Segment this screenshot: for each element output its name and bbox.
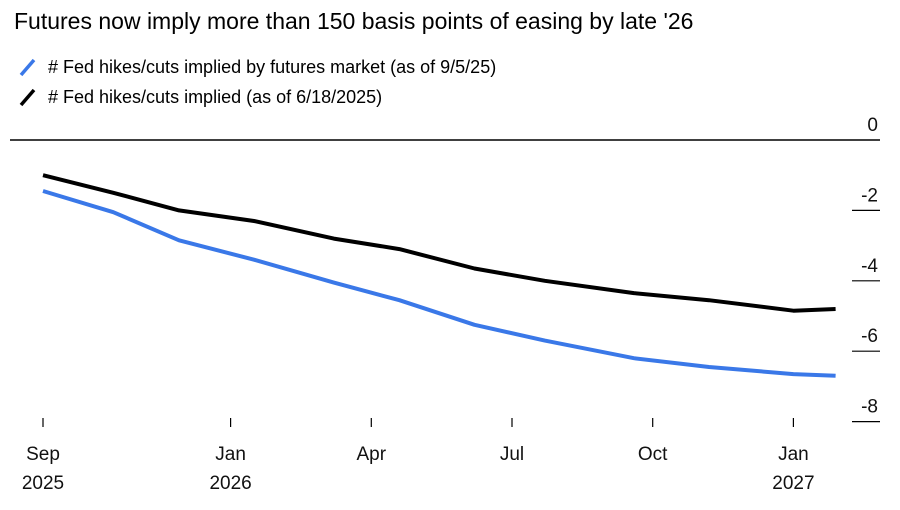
legend-item-futures: # Fed hikes/cuts implied by futures mark… — [18, 52, 496, 82]
y-tick-label: -8 — [861, 397, 878, 418]
x-tick-sublabel: 2025 — [22, 473, 64, 494]
series-line-june — [42, 173, 836, 313]
y-tick-label: 0 — [867, 115, 878, 136]
legend: # Fed hikes/cuts implied by futures mark… — [18, 52, 496, 112]
x-tick-sublabel: 2026 — [209, 473, 251, 494]
x-tick-label: Apr — [357, 444, 387, 465]
legend-swatch-futures — [18, 57, 38, 77]
legend-label-futures: # Fed hikes/cuts implied by futures mark… — [48, 56, 497, 77]
x-tick-label: Jul — [500, 444, 524, 465]
x-tick-label: Oct — [638, 444, 668, 465]
x-tick-label: Sep — [26, 444, 60, 465]
y-tick-label: -4 — [861, 256, 878, 277]
y-tick-label: -2 — [861, 185, 878, 206]
legend-item-june: # Fed hikes/cuts implied (as of 6/18/202… — [18, 82, 496, 112]
x-tick-sublabel: 2027 — [772, 473, 814, 494]
series-line-futures — [42, 189, 836, 378]
y-tick-label: -6 — [861, 326, 878, 347]
x-tick-label: Jan — [215, 444, 246, 465]
chart-title: Futures now imply more than 150 basis po… — [14, 8, 694, 34]
legend-label-june: # Fed hikes/cuts implied (as of 6/18/202… — [48, 86, 383, 107]
x-tick-label: Jan — [778, 444, 809, 465]
legend-swatch-june — [18, 87, 38, 107]
